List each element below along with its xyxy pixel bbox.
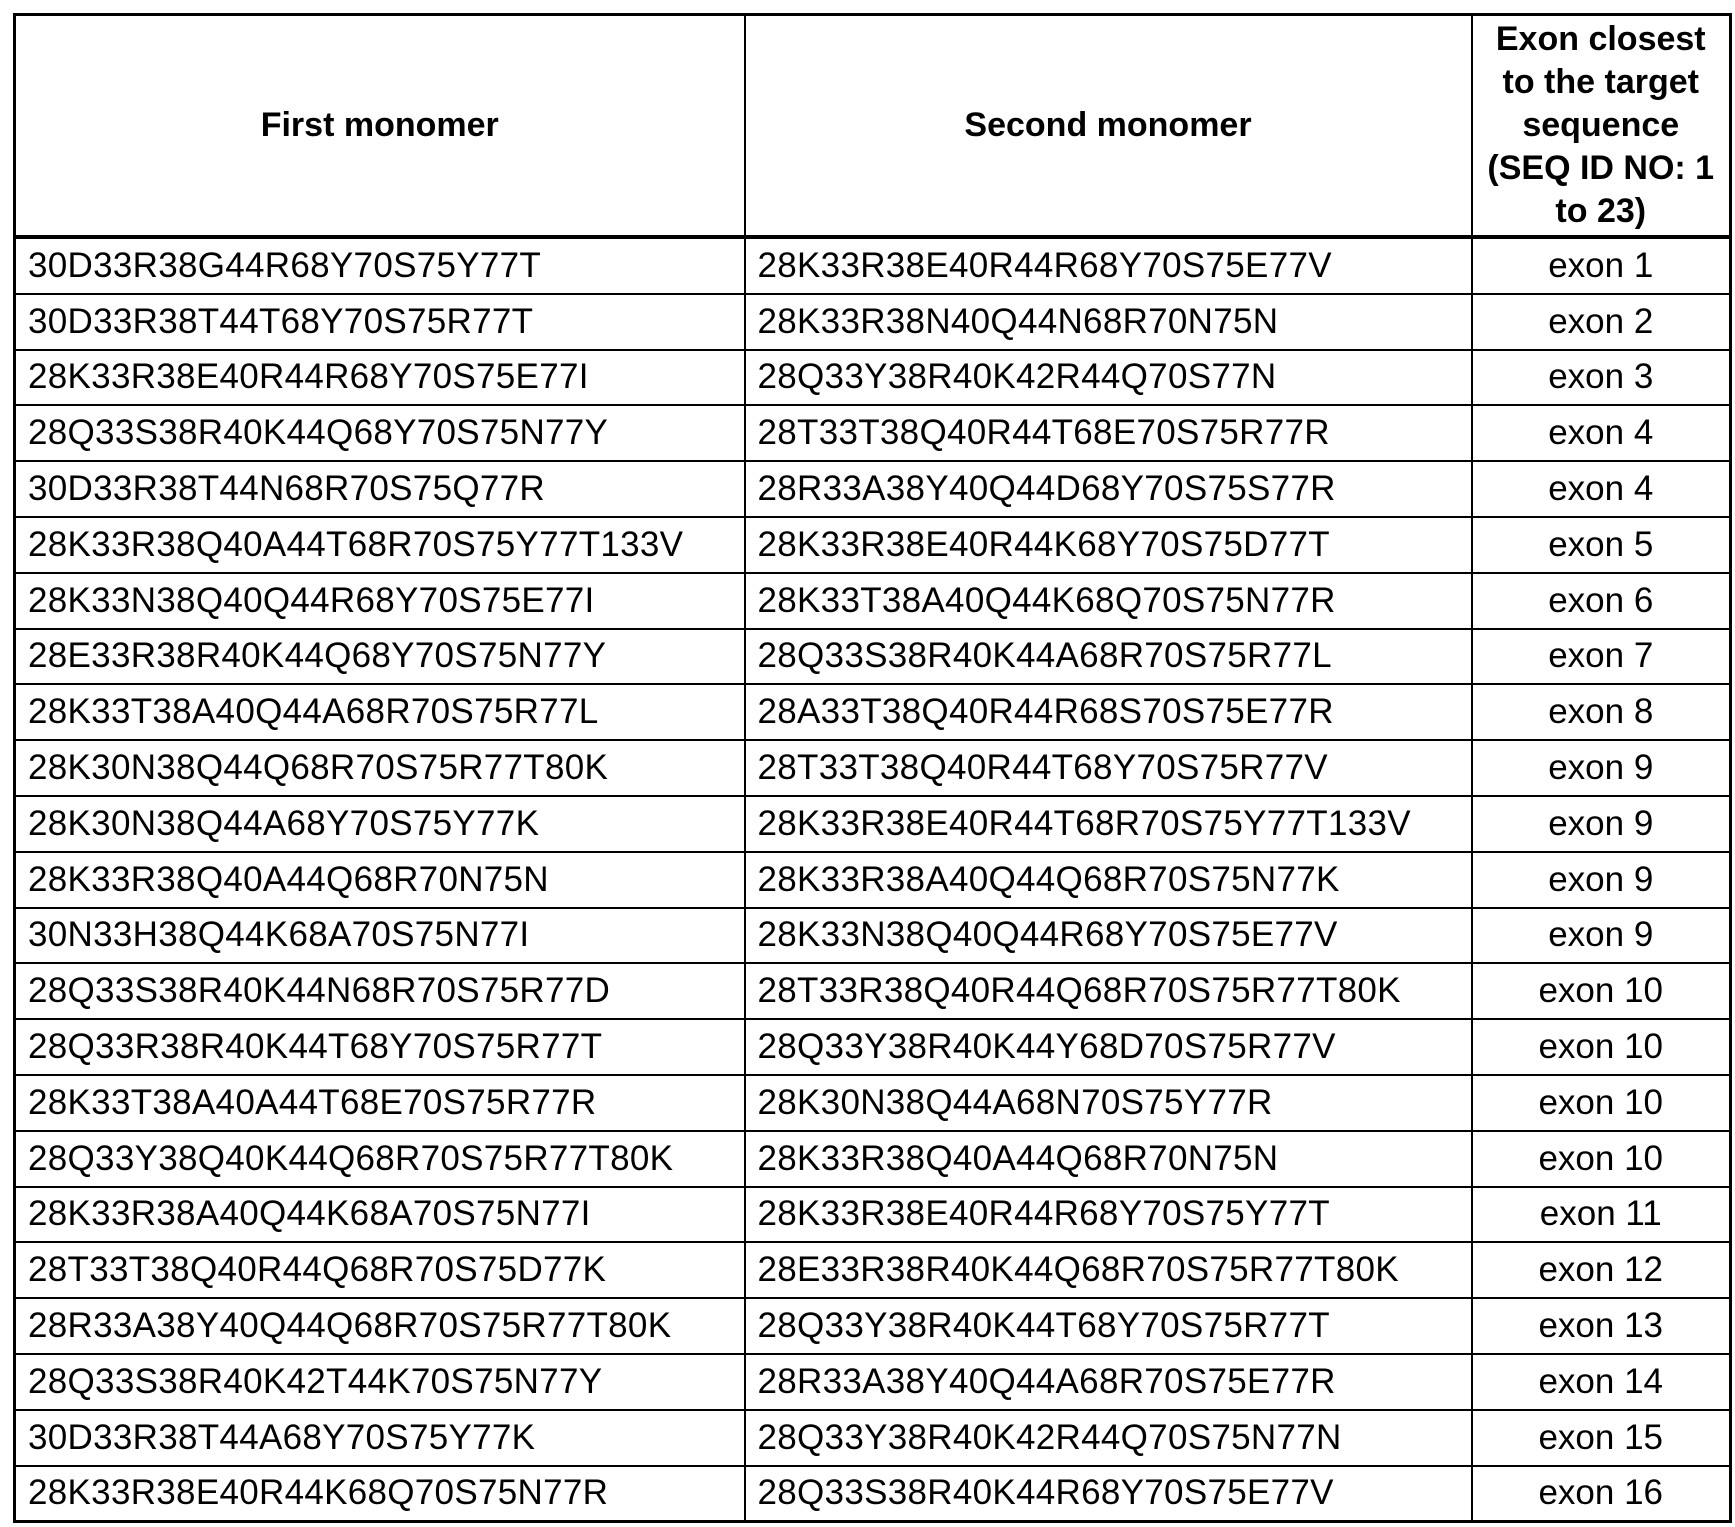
table-row: 28K33R38E40R44R68Y70S75E77I28Q33Y38R40K4…	[15, 350, 1731, 406]
first-monomer-cell: 28K33R38Q40A44T68R70S75Y77T133V	[15, 517, 745, 573]
second-monomer-cell: 28T33R38Q40R44Q68R70S75R77T80K	[745, 963, 1472, 1019]
first-monomer-cell: 30D33R38T44T68Y70S75R77T	[15, 294, 745, 350]
table-row: 28K33N38Q40Q44R68Y70S75E77I28K33T38A40Q4…	[15, 573, 1731, 629]
first-monomer-cell: 28Q33S38R40K42T44K70S75N77Y	[15, 1354, 745, 1410]
exon-cell: exon 10	[1472, 1019, 1731, 1075]
table-row: 28T33T38Q40R44Q68R70S75D77K28E33R38R40K4…	[15, 1242, 1731, 1298]
table-row: 28Q33R38R40K44T68Y70S75R77T28Q33Y38R40K4…	[15, 1019, 1731, 1075]
second-monomer-cell: 28K33R38Q40A44Q68R70N75N	[745, 1131, 1472, 1187]
table-row: 28Q33Y38Q40K44Q68R70S75R77T80K28K33R38Q4…	[15, 1131, 1731, 1187]
table-row: 28Q33S38R40K44Q68Y70S75N77Y28T33T38Q40R4…	[15, 405, 1731, 461]
table-row: 28K33R38E40R44K68Q70S75N77R28Q33S38R40K4…	[15, 1466, 1731, 1522]
table-row: 28K30N38Q44A68Y70S75Y77K28K33R38E40R44T6…	[15, 796, 1731, 852]
first-monomer-cell: 28K33T38A40A44T68E70S75R77R	[15, 1075, 745, 1131]
first-monomer-cell: 28K30N38Q44A68Y70S75Y77K	[15, 796, 745, 852]
second-monomer-cell: 28K30N38Q44A68N70S75Y77R	[745, 1075, 1472, 1131]
second-monomer-cell: 28Q33Y38R40K44Y68D70S75R77V	[745, 1019, 1472, 1075]
exon-cell: exon 10	[1472, 1131, 1731, 1187]
first-monomer-cell: 28K33N38Q40Q44R68Y70S75E77I	[15, 573, 745, 629]
table-row: 30N33H38Q44K68A70S75N77I28K33N38Q40Q44R6…	[15, 908, 1731, 964]
exon-cell: exon 14	[1472, 1354, 1731, 1410]
second-monomer-cell: 28E33R38R40K44Q68R70S75R77T80K	[745, 1242, 1472, 1298]
first-monomer-cell: 28Q33Y38Q40K44Q68R70S75R77T80K	[15, 1131, 745, 1187]
exon-cell: exon 13	[1472, 1298, 1731, 1354]
first-monomer-cell: 30N33H38Q44K68A70S75N77I	[15, 908, 745, 964]
exon-cell: exon 7	[1472, 629, 1731, 685]
first-monomer-cell: 30D33R38T44N68R70S75Q77R	[15, 461, 745, 517]
exon-cell: exon 9	[1472, 740, 1731, 796]
table-row: 30D33R38T44N68R70S75Q77R28R33A38Y40Q44D6…	[15, 461, 1731, 517]
exon-cell: exon 16	[1472, 1466, 1731, 1522]
second-monomer-cell: 28K33R38A40Q44Q68R70S75N77K	[745, 852, 1472, 908]
table-row: 30D33R38G44R68Y70S75Y77T28K33R38E40R44R6…	[15, 237, 1731, 294]
exon-cell: exon 1	[1472, 237, 1731, 294]
first-monomer-cell: 28T33T38Q40R44Q68R70S75D77K	[15, 1242, 745, 1298]
first-monomer-cell: 28K33R38Q40A44Q68R70N75N	[15, 852, 745, 908]
table-row: 28K33R38A40Q44K68A70S75N77I28K33R38E40R4…	[15, 1187, 1731, 1243]
table-row: 28Q33S38R40K44N68R70S75R77D28T33R38Q40R4…	[15, 963, 1731, 1019]
second-monomer-cell: 28K33R38E40R44T68R70S75Y77T133V	[745, 796, 1472, 852]
exon-cell: exon 9	[1472, 796, 1731, 852]
header-row: First monomer Second monomer Exon closes…	[15, 15, 1731, 238]
exon-cell: exon 4	[1472, 461, 1731, 517]
table-row: 28K33R38Q40A44T68R70S75Y77T133V28K33R38E…	[15, 517, 1731, 573]
exon-cell: exon 3	[1472, 350, 1731, 406]
first-monomer-cell: 30D33R38G44R68Y70S75Y77T	[15, 237, 745, 294]
second-monomer-cell: 28K33R38E40R44R68Y70S75Y77T	[745, 1187, 1472, 1243]
exon-cell: exon 9	[1472, 852, 1731, 908]
first-monomer-cell: 28K33R38E40R44R68Y70S75E77I	[15, 350, 745, 406]
second-monomer-cell: 28K33N38Q40Q44R68Y70S75E77V	[745, 908, 1472, 964]
second-monomer-cell: 28R33A38Y40Q44D68Y70S75S77R	[745, 461, 1472, 517]
first-monomer-cell: 28E33R38R40K44Q68Y70S75N77Y	[15, 629, 745, 685]
first-monomer-cell: 28K33R38E40R44K68Q70S75N77R	[15, 1466, 745, 1522]
first-monomer-cell: 28K33T38A40Q44A68R70S75R77L	[15, 684, 745, 740]
second-monomer-cell: 28Q33Y38R40K42R44Q70S77N	[745, 350, 1472, 406]
exon-cell: exon 10	[1472, 1075, 1731, 1131]
header-second-monomer: Second monomer	[745, 15, 1472, 238]
second-monomer-cell: 28Q33Y38R40K44T68Y70S75R77T	[745, 1298, 1472, 1354]
second-monomer-cell: 28R33A38Y40Q44A68R70S75E77R	[745, 1354, 1472, 1410]
exon-cell: exon 15	[1472, 1410, 1731, 1466]
header-exon: Exon closest to the target sequence (SEQ…	[1472, 15, 1731, 238]
second-monomer-cell: 28K33R38E40R44K68Y70S75D77T	[745, 517, 1472, 573]
second-monomer-cell: 28Q33S38R40K44R68Y70S75E77V	[745, 1466, 1472, 1522]
first-monomer-cell: 28Q33S38R40K44N68R70S75R77D	[15, 963, 745, 1019]
first-monomer-cell: 28R33A38Y40Q44Q68R70S75R77T80K	[15, 1298, 745, 1354]
second-monomer-cell: 28Q33S38R40K44A68R70S75R77L	[745, 629, 1472, 685]
table-row: 28K30N38Q44Q68R70S75R77T80K28T33T38Q40R4…	[15, 740, 1731, 796]
table-row: 28R33A38Y40Q44Q68R70S75R77T80K28Q33Y38R4…	[15, 1298, 1731, 1354]
first-monomer-cell: 28Q33S38R40K44Q68Y70S75N77Y	[15, 405, 745, 461]
table-row: 28Q33S38R40K42T44K70S75N77Y28R33A38Y40Q4…	[15, 1354, 1731, 1410]
exon-cell: exon 11	[1472, 1187, 1731, 1243]
exon-cell: exon 2	[1472, 294, 1731, 350]
second-monomer-cell: 28T33T38Q40R44T68E70S75R77R	[745, 405, 1472, 461]
exon-cell: exon 6	[1472, 573, 1731, 629]
header-first-monomer: First monomer	[15, 15, 745, 238]
second-monomer-cell: 28A33T38Q40R44R68S70S75E77R	[745, 684, 1472, 740]
table-row: 28K33R38Q40A44Q68R70N75N28K33R38A40Q44Q6…	[15, 852, 1731, 908]
second-monomer-cell: 28K33R38E40R44R68Y70S75E77V	[745, 237, 1472, 294]
table-row: 30D33R38T44A68Y70S75Y77K28Q33Y38R40K42R4…	[15, 1410, 1731, 1466]
table-body: 30D33R38G44R68Y70S75Y77T28K33R38E40R44R6…	[15, 237, 1731, 1522]
exon-cell: exon 8	[1472, 684, 1731, 740]
table-row: 28K33T38A40A44T68E70S75R77R28K30N38Q44A6…	[15, 1075, 1731, 1131]
second-monomer-cell: 28Q33Y38R40K42R44Q70S75N77N	[745, 1410, 1472, 1466]
exon-cell: exon 9	[1472, 908, 1731, 964]
first-monomer-cell: 28K33R38A40Q44K68A70S75N77I	[15, 1187, 745, 1243]
table-row: 28K33T38A40Q44A68R70S75R77L28A33T38Q40R4…	[15, 684, 1731, 740]
exon-cell: exon 10	[1472, 963, 1731, 1019]
first-monomer-cell: 30D33R38T44A68Y70S75Y77K	[15, 1410, 745, 1466]
table-row: 30D33R38T44T68Y70S75R77T28K33R38N40Q44N6…	[15, 294, 1731, 350]
second-monomer-cell: 28K33T38A40Q44K68Q70S75N77R	[745, 573, 1472, 629]
first-monomer-cell: 28Q33R38R40K44T68Y70S75R77T	[15, 1019, 745, 1075]
table-row: 28E33R38R40K44Q68Y70S75N77Y28Q33S38R40K4…	[15, 629, 1731, 685]
exon-cell: exon 4	[1472, 405, 1731, 461]
monomer-exon-table: First monomer Second monomer Exon closes…	[13, 13, 1732, 1523]
exon-cell: exon 12	[1472, 1242, 1731, 1298]
exon-cell: exon 5	[1472, 517, 1731, 573]
second-monomer-cell: 28T33T38Q40R44T68Y70S75R77V	[745, 740, 1472, 796]
second-monomer-cell: 28K33R38N40Q44N68R70N75N	[745, 294, 1472, 350]
first-monomer-cell: 28K30N38Q44Q68R70S75R77T80K	[15, 740, 745, 796]
